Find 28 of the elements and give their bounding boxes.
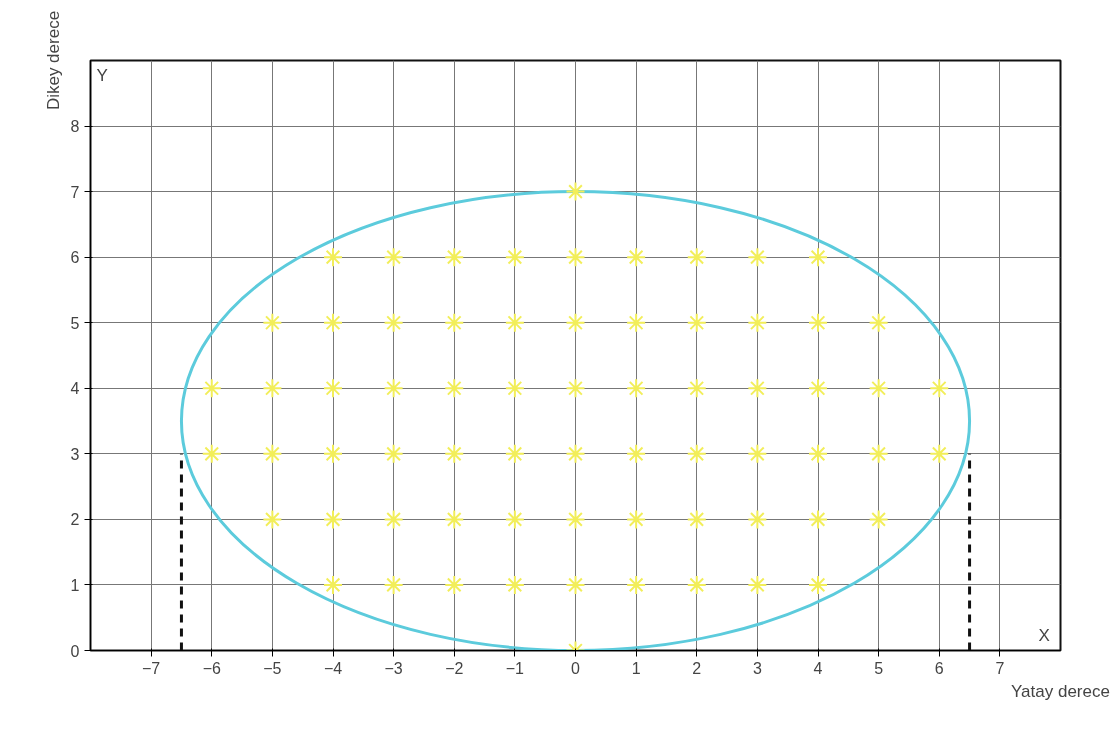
x-tick-label: 1 (631, 659, 641, 677)
x-tick-label: −7 (142, 659, 161, 677)
y-tick-label: 6 (70, 249, 80, 267)
y-tick-label: 7 (70, 183, 80, 201)
x-tick-label: 0 (571, 659, 581, 677)
y-tick-label: 3 (70, 445, 80, 463)
x-axis-title: Yatay derece (1011, 681, 1110, 701)
x-tick-label: −2 (445, 659, 464, 677)
x-tick-label: −1 (505, 659, 525, 677)
y-axis-title: Dikey derece (43, 10, 63, 111)
x-tick-label: 6 (934, 659, 944, 677)
annotation: X (1038, 625, 1050, 645)
annotation: Y (96, 65, 108, 85)
x-tick-label: 3 (752, 659, 762, 677)
x-tick-label: −4 (323, 659, 343, 677)
x-tick-label: 2 (692, 659, 702, 677)
x-tick-label: −6 (202, 659, 221, 677)
y-tick-label: 4 (70, 380, 80, 398)
x-tick-label: −3 (384, 659, 403, 677)
x-tick-label: −5 (263, 659, 282, 677)
y-tick-label: 1 (70, 576, 80, 594)
y-tick-label: 0 (70, 642, 80, 660)
x-tick-label: 4 (813, 659, 823, 677)
x-tick-label: 7 (995, 659, 1005, 677)
y-tick-label: 8 (70, 118, 80, 136)
y-tick-label: 2 (70, 511, 80, 529)
y-tick-label: 5 (70, 314, 80, 332)
x-tick-label: 5 (874, 659, 884, 677)
